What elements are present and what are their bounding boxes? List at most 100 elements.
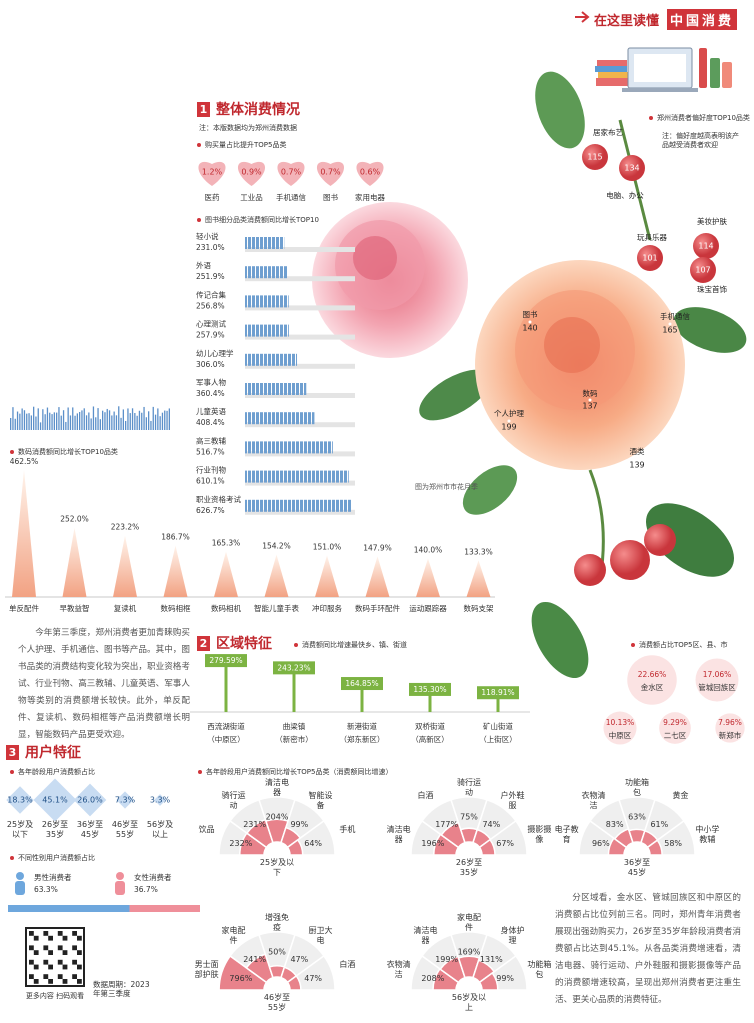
preference-value: 165 (662, 326, 677, 335)
triangle (264, 554, 289, 597)
decoration (14, 418, 16, 430)
preference-note: 注：偏好度越高表明该产品越受消费者欢迎 (662, 132, 739, 149)
qr-cell (29, 959, 34, 965)
decoration (67, 407, 69, 430)
triangle (416, 558, 440, 597)
qr-cell (77, 964, 82, 970)
digital-category: 数码相框 (161, 603, 191, 613)
digital-value: 147.9% (363, 543, 392, 552)
bubble (603, 711, 637, 745)
berry (690, 257, 716, 283)
preference-label: 手机通信 (660, 311, 690, 321)
qr-cell (43, 974, 49, 979)
qr-cell (57, 945, 63, 951)
street-district: （新密市） (275, 734, 313, 744)
age-value: 26.0% (77, 796, 103, 805)
preference-label: 酒类 (630, 446, 645, 456)
bullet (294, 643, 298, 647)
sector (478, 972, 499, 991)
qr-cell (43, 931, 49, 936)
decoration (97, 408, 99, 430)
sector-category: 白酒 (339, 959, 356, 969)
decoration (150, 420, 152, 430)
decoration (138, 410, 141, 430)
decoration (19, 413, 21, 430)
sector-category: 中小学教辅 (695, 824, 720, 844)
sector-value: 231% (243, 820, 266, 829)
book-category: 军事人物 (196, 377, 226, 387)
sector (286, 838, 304, 856)
sector-value: 204% (266, 813, 289, 822)
sector-value: 75% (460, 813, 478, 822)
decoration (166, 410, 168, 430)
heart-label: 手机通信 (276, 192, 306, 202)
gender-value: 63.3% (34, 885, 58, 894)
qr-cell (77, 979, 82, 984)
qr-cell (29, 931, 34, 936)
sector-value: 99% (290, 820, 308, 829)
sector-value: 83% (606, 820, 624, 829)
qr-cell (43, 945, 49, 951)
decoration (79, 411, 81, 430)
book-value: 257.9% (196, 331, 225, 340)
header-icon (575, 11, 732, 92)
gender-icon (116, 872, 124, 880)
decoration (10, 418, 12, 430)
preference-value: 114 (698, 242, 713, 251)
triangle (113, 535, 137, 597)
bar-track (245, 422, 355, 428)
sector-value: 196% (421, 839, 444, 848)
caption: 图为郑州市市花月季 (415, 482, 478, 491)
street-name: 矿山街道 (483, 721, 513, 731)
decoration (136, 415, 138, 430)
sector-value: 64% (304, 839, 322, 848)
preference-value: 137 (582, 402, 597, 411)
heart (277, 161, 305, 186)
decoration (131, 408, 134, 430)
diamond (116, 791, 134, 809)
qr-cell (57, 931, 63, 936)
district-name: 中原区 (609, 730, 632, 740)
sector-category: 衣物清洁 (386, 959, 411, 979)
bar-track (245, 363, 355, 369)
header-title: 在这里读懂 (594, 14, 660, 29)
bar-track (245, 480, 355, 486)
preference-label: 个人护理 (494, 408, 524, 418)
age-value: 45.1% (42, 796, 68, 805)
decoration (21, 408, 23, 430)
decoration (83, 408, 85, 430)
qr-cell (43, 959, 49, 965)
decoration (74, 415, 76, 430)
heart (237, 161, 266, 186)
bar (245, 353, 298, 366)
age-label: 46岁至55岁 (111, 820, 139, 839)
decoration (49, 412, 51, 430)
decoration (104, 412, 106, 430)
book-value: 408.4% (196, 418, 225, 427)
subtitle: 各年龄段用户消费额占比 (18, 767, 95, 776)
street-name: 西流湖街道 (207, 721, 245, 731)
heart-label: 家用电器 (355, 192, 385, 202)
qr-cell (72, 945, 77, 951)
street-value: 243.23% (277, 663, 310, 672)
triangle (163, 545, 188, 597)
subtitle: 数码消费额同比增长TOP10品类 (18, 447, 118, 456)
qr-cell (29, 974, 34, 979)
decoration (56, 412, 58, 430)
heart (316, 161, 345, 186)
value-box (341, 677, 383, 691)
decoration (99, 419, 101, 430)
qr-cell (33, 935, 39, 941)
decoration (134, 413, 136, 430)
group-name: 26岁至35岁 (455, 858, 483, 877)
digital-value: 462.5% (10, 457, 39, 466)
bar (245, 412, 315, 425)
digital-value: 223.2% (111, 523, 140, 532)
preference-label: 图书 (523, 309, 538, 319)
bar-track (245, 393, 355, 398)
decoration (152, 406, 154, 430)
heart (356, 161, 384, 186)
heart-label: 工业品 (240, 192, 263, 202)
decoration (148, 411, 150, 430)
